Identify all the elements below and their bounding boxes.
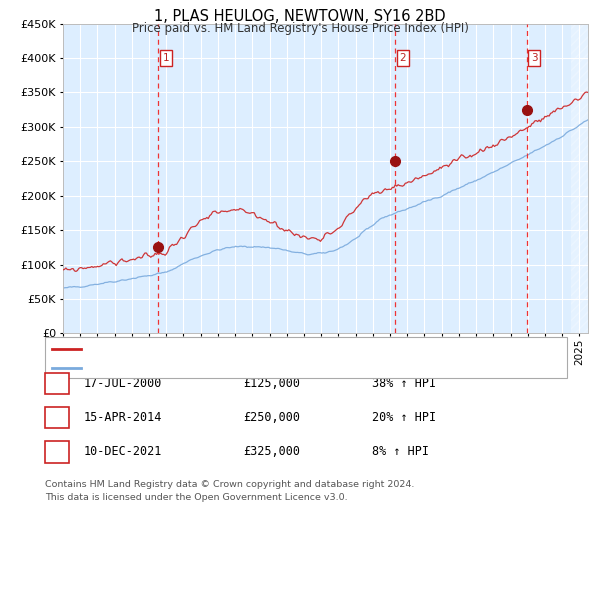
Text: 1, PLAS HEULOG, NEWTOWN, SY16 2BD (detached house): 1, PLAS HEULOG, NEWTOWN, SY16 2BD (detac…: [84, 344, 402, 354]
Text: 3: 3: [531, 53, 538, 63]
Text: £325,000: £325,000: [243, 445, 300, 458]
Text: 2: 2: [400, 53, 406, 63]
Text: Price paid vs. HM Land Registry's House Price Index (HPI): Price paid vs. HM Land Registry's House …: [131, 22, 469, 35]
Text: HPI: Average price, detached house, Powys: HPI: Average price, detached house, Powy…: [84, 363, 320, 372]
Text: 10-DEC-2021: 10-DEC-2021: [84, 445, 163, 458]
Text: 3: 3: [53, 445, 61, 458]
Text: 1, PLAS HEULOG, NEWTOWN, SY16 2BD: 1, PLAS HEULOG, NEWTOWN, SY16 2BD: [154, 9, 446, 24]
Text: 1: 1: [163, 53, 169, 63]
Text: 20% ↑ HPI: 20% ↑ HPI: [372, 411, 436, 424]
Text: 17-JUL-2000: 17-JUL-2000: [84, 377, 163, 390]
Text: 1: 1: [53, 377, 61, 390]
Text: This data is licensed under the Open Government Licence v3.0.: This data is licensed under the Open Gov…: [45, 493, 347, 502]
Text: 38% ↑ HPI: 38% ↑ HPI: [372, 377, 436, 390]
Text: 2: 2: [53, 411, 61, 424]
Text: £125,000: £125,000: [243, 377, 300, 390]
Text: £250,000: £250,000: [243, 411, 300, 424]
Text: Contains HM Land Registry data © Crown copyright and database right 2024.: Contains HM Land Registry data © Crown c…: [45, 480, 415, 489]
Polygon shape: [571, 24, 588, 333]
Text: 8% ↑ HPI: 8% ↑ HPI: [372, 445, 429, 458]
Text: 15-APR-2014: 15-APR-2014: [84, 411, 163, 424]
